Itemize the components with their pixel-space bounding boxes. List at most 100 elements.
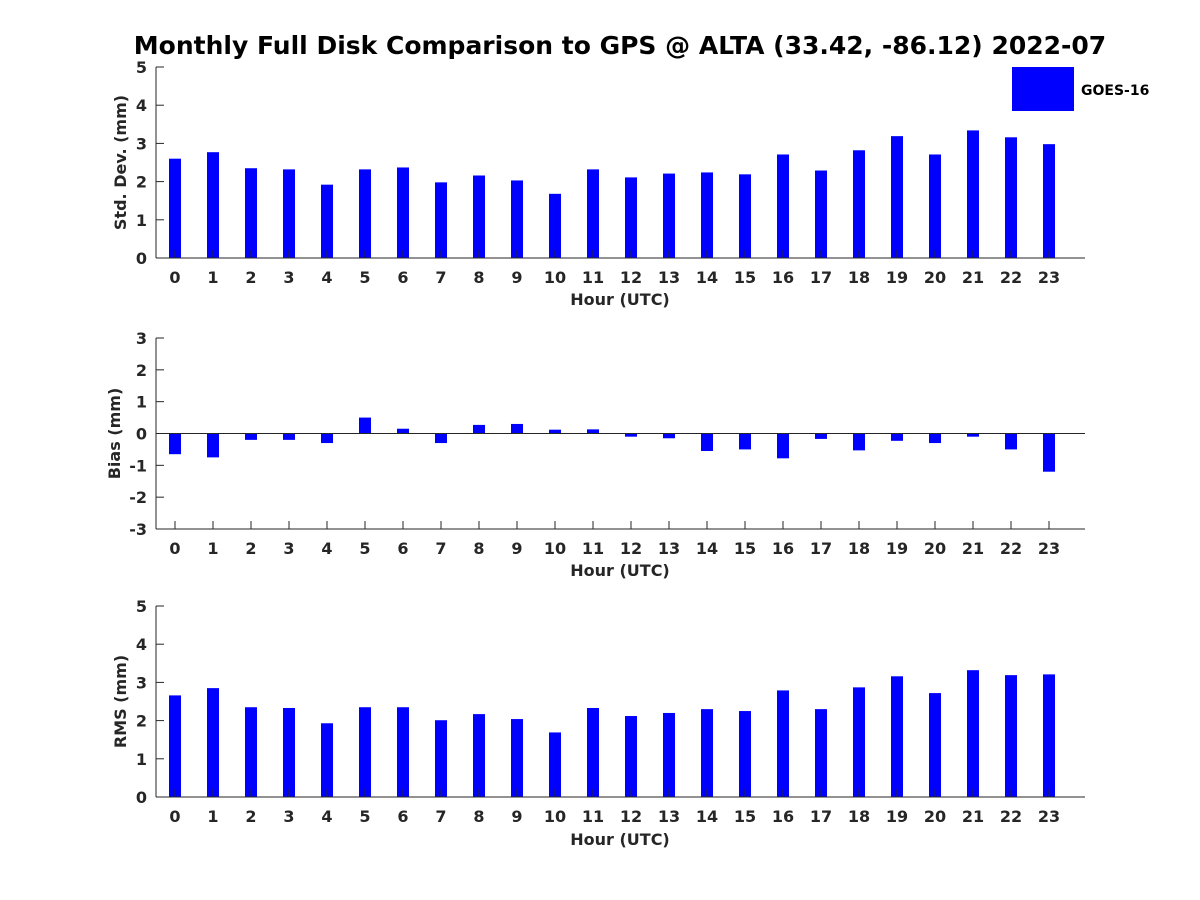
y-tick-label: 5 xyxy=(136,597,147,616)
bar-hour-9 xyxy=(511,423,523,434)
x-tick-label: 18 xyxy=(848,539,870,558)
bar-hour-9 xyxy=(511,180,523,258)
x-tick-label: 0 xyxy=(169,807,180,826)
x-tick-label: 11 xyxy=(582,807,604,826)
x-tick-label: 4 xyxy=(321,807,332,826)
y-tick-label: 4 xyxy=(136,96,147,115)
bar-hour-14 xyxy=(701,709,713,797)
bar-hour-18 xyxy=(853,150,865,258)
x-axis-label: Hour (UTC) xyxy=(570,830,670,849)
x-tick-label: 10 xyxy=(544,268,566,287)
x-axis-label: Hour (UTC) xyxy=(570,561,670,580)
bar-hour-21 xyxy=(967,670,979,797)
bar-hour-6 xyxy=(397,428,409,434)
x-tick-label: 6 xyxy=(397,268,408,287)
bar-hour-3 xyxy=(283,707,295,797)
x-tick-label: 3 xyxy=(283,268,294,287)
y-tick-label: 0 xyxy=(136,425,147,444)
x-tick-label: 12 xyxy=(620,539,642,558)
x-tick-label: 11 xyxy=(582,268,604,287)
bar-hour-9 xyxy=(511,719,523,797)
x-tick-label: 19 xyxy=(886,539,908,558)
x-tick-label: 21 xyxy=(962,807,984,826)
x-tick-label: 23 xyxy=(1038,807,1060,826)
x-tick-label: 7 xyxy=(435,268,446,287)
x-tick-label: 5 xyxy=(359,539,370,558)
x-tick-label: 21 xyxy=(962,268,984,287)
bar-hour-1 xyxy=(207,152,219,258)
x-tick-label: 1 xyxy=(207,268,218,287)
bar-hour-7 xyxy=(435,720,447,797)
x-tick-label: 10 xyxy=(544,807,566,826)
x-tick-label: 14 xyxy=(696,539,718,558)
bar-hour-6 xyxy=(397,167,409,258)
bar-hour-16 xyxy=(777,433,789,459)
bar-hour-15 xyxy=(739,174,751,258)
x-tick-label: 20 xyxy=(924,807,946,826)
bar-hour-4 xyxy=(321,184,333,258)
x-tick-label: 12 xyxy=(620,807,642,826)
y-tick-label: 1 xyxy=(136,393,147,412)
x-tick-label: 2 xyxy=(245,268,256,287)
bar-hour-5 xyxy=(359,417,371,434)
x-tick-label: 22 xyxy=(1000,807,1022,826)
x-tick-label: 9 xyxy=(511,539,522,558)
x-tick-label: 22 xyxy=(1000,268,1022,287)
x-tick-label: 4 xyxy=(321,539,332,558)
y-axis-label: Bias (mm) xyxy=(105,388,124,480)
bar-hour-17 xyxy=(815,709,827,797)
x-tick-label: 23 xyxy=(1038,268,1060,287)
y-tick-label: 1 xyxy=(136,211,147,230)
y-tick-label: 1 xyxy=(136,750,147,769)
bar-hour-20 xyxy=(929,433,941,444)
x-tick-label: 5 xyxy=(359,807,370,826)
x-tick-label: 15 xyxy=(734,539,756,558)
bar-hour-8 xyxy=(473,424,485,434)
x-tick-label: 14 xyxy=(696,268,718,287)
bar-hour-12 xyxy=(625,177,637,258)
x-tick-label: 16 xyxy=(772,268,794,287)
legend-label: GOES-16 xyxy=(1081,83,1149,99)
x-tick-label: 6 xyxy=(397,539,408,558)
bar-hour-13 xyxy=(663,712,675,797)
bar-hour-11 xyxy=(587,707,599,797)
x-tick-label: 5 xyxy=(359,268,370,287)
bar-hour-5 xyxy=(359,707,371,797)
y-tick-label: 3 xyxy=(136,673,147,692)
bar-hour-10 xyxy=(549,732,561,797)
x-tick-label: 8 xyxy=(473,268,484,287)
bar-hour-21 xyxy=(967,130,979,258)
bar-hour-3 xyxy=(283,169,295,258)
x-tick-label: 20 xyxy=(924,539,946,558)
bar-hour-1 xyxy=(207,688,219,797)
bar-hour-22 xyxy=(1005,433,1017,450)
bar-hour-8 xyxy=(473,175,485,258)
x-tick-label: 16 xyxy=(772,807,794,826)
x-tick-label: 18 xyxy=(848,807,870,826)
x-tick-label: 1 xyxy=(207,539,218,558)
bar-hour-7 xyxy=(435,182,447,258)
bar-hour-20 xyxy=(929,693,941,797)
bar-hour-19 xyxy=(891,136,903,258)
y-tick-label: -3 xyxy=(129,520,147,539)
bar-hour-8 xyxy=(473,714,485,797)
x-tick-label: 22 xyxy=(1000,539,1022,558)
y-tick-label: 3 xyxy=(136,134,147,153)
bar-hour-23 xyxy=(1043,144,1055,258)
bar-hour-4 xyxy=(321,433,333,444)
x-tick-label: 14 xyxy=(696,807,718,826)
bar-hour-19 xyxy=(891,676,903,797)
x-tick-label: 8 xyxy=(473,539,484,558)
x-tick-label: 16 xyxy=(772,539,794,558)
bar-hour-23 xyxy=(1043,433,1055,472)
x-tick-label: 18 xyxy=(848,268,870,287)
x-tick-label: 15 xyxy=(734,268,756,287)
bar-hour-2 xyxy=(245,707,257,797)
x-tick-label: 3 xyxy=(283,807,294,826)
bar-hour-17 xyxy=(815,433,827,439)
bar-hour-22 xyxy=(1005,675,1017,797)
legend-swatch-goes16 xyxy=(1012,67,1074,111)
